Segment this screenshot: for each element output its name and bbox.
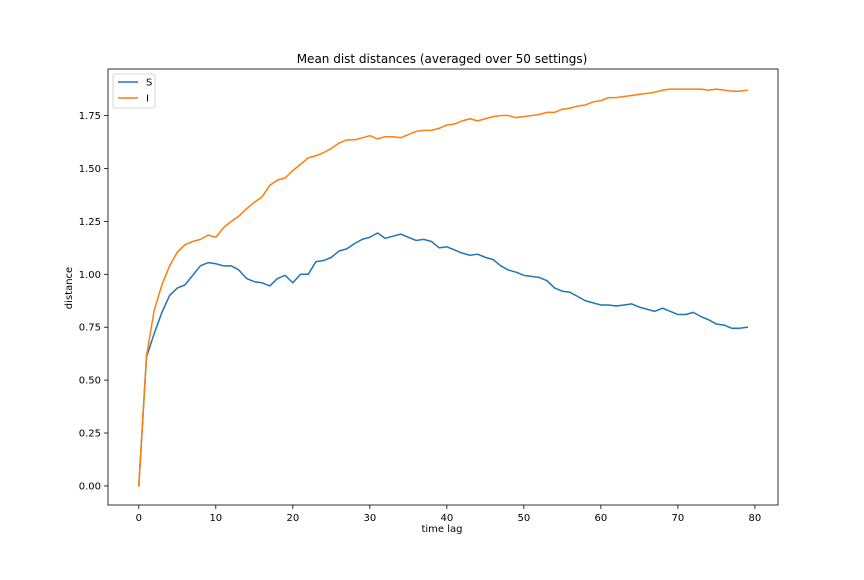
x-tick-label: 60: [595, 513, 608, 524]
x-tick-label: 30: [363, 513, 376, 524]
legend-label-I: I: [146, 94, 149, 105]
y-tick-label: 0.25: [79, 429, 101, 440]
y-tick-label: 0.00: [79, 481, 101, 492]
x-tick-label: 40: [440, 513, 453, 524]
x-tick-label: 70: [672, 513, 685, 524]
series-line-S: [138, 232, 749, 487]
y-tick-label: 0.50: [79, 376, 101, 387]
x-tick-label: 10: [209, 513, 222, 524]
series-line-I: [138, 88, 749, 487]
plot-frame: [107, 68, 779, 506]
y-tick-label: 0.75: [79, 323, 101, 334]
x-axis-label: time lag: [421, 524, 462, 535]
y-tick-label: 1.00: [79, 270, 101, 281]
plot-area: [138, 88, 749, 487]
y-tick-label: 1.75: [79, 111, 101, 122]
y-tick-label: 1.50: [79, 164, 101, 175]
x-tick-label: 20: [286, 513, 299, 524]
x-tick-label: 0: [136, 513, 142, 524]
legend: SI: [112, 73, 156, 109]
chart-title: Mean dist distances (averaged over 50 se…: [297, 52, 588, 66]
legend-label-S: S: [146, 78, 152, 89]
x-tick-label: 80: [749, 513, 762, 524]
x-tick-label: 50: [517, 513, 530, 524]
y-axis-label: distance: [64, 267, 75, 309]
y-axis: 0.00 0.25 0.50 0.75 1.00 1.25 1.50 1.75: [79, 111, 108, 492]
x-axis: 0 10 20 30 40 50 60 70 80: [136, 505, 762, 524]
y-tick-label: 1.25: [79, 217, 101, 228]
